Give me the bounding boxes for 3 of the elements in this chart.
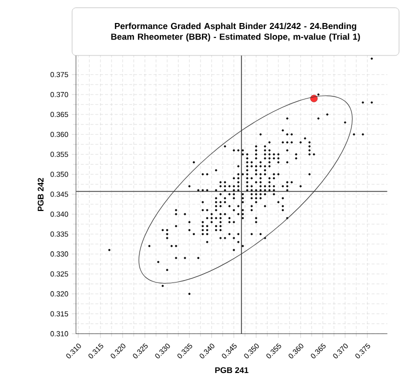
y-axis-title: PGB 242 <box>38 178 44 211</box>
chart-title: Performance Graded Asphalt Binder 241/242 - 24.Bending Beam Rheometer (BBR) - Estimated Slope, m-value (Trial 1) <box>111 22 360 42</box>
x-axis-title: PGB 241 <box>215 367 248 373</box>
